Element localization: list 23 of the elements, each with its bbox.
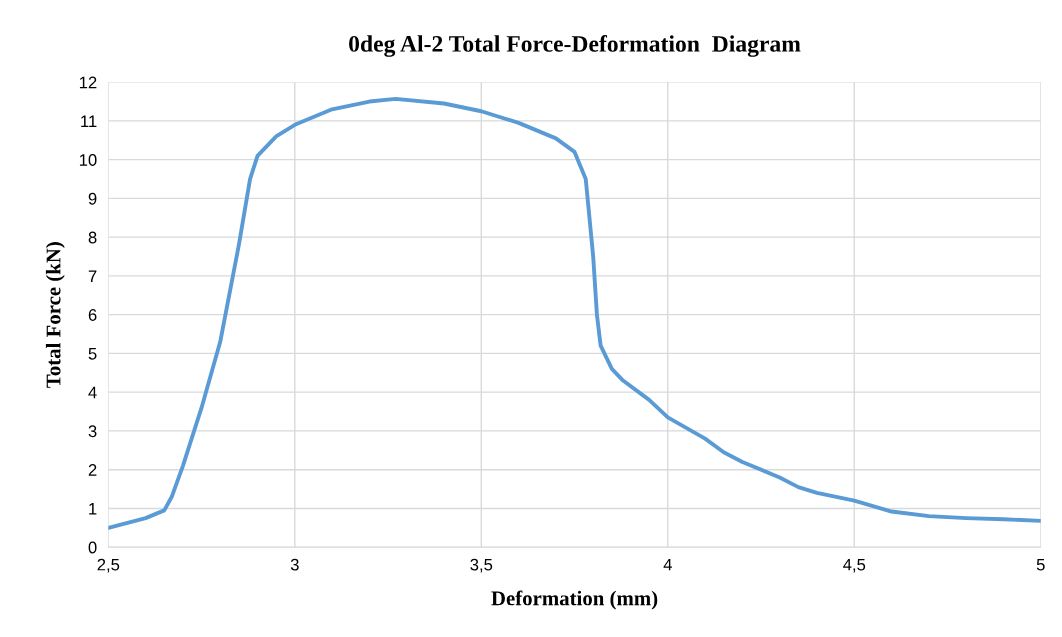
y-tick-label: 11	[81, 115, 97, 127]
y-tick-label: 7	[88, 270, 97, 282]
y-tick-label: 6	[88, 309, 97, 321]
y-tick-label: 12	[79, 76, 97, 89]
y-axis-title: Total Force (kN)	[45, 242, 65, 388]
x-tick-label: 3,5	[470, 558, 493, 573]
chart-title: 0deg Al-2 Total Force-Deformation Diagram	[349, 34, 801, 57]
y-tick-label: 1	[89, 503, 97, 515]
y-tick-label: 3	[88, 425, 97, 438]
x-tick-label: 2,5	[97, 558, 120, 573]
x-tick-label: 3	[290, 558, 299, 571]
x-tick-label: 4	[663, 558, 672, 571]
y-tick-label: 9	[88, 192, 97, 205]
x-tick-label: 5	[1036, 558, 1045, 571]
y-tick-label: 8	[88, 231, 97, 244]
y-tick-label: 5	[88, 348, 97, 360]
x-tick-label: 4,5	[843, 558, 866, 573]
line-series	[108, 96, 1041, 530]
x-axis-title: Deformation (mm)	[491, 590, 658, 610]
y-tick-label: 0	[88, 541, 97, 554]
y-tick-label: 2	[88, 464, 97, 476]
y-tick-label: 4	[88, 386, 97, 399]
y-tick-label: 10	[79, 154, 97, 166]
